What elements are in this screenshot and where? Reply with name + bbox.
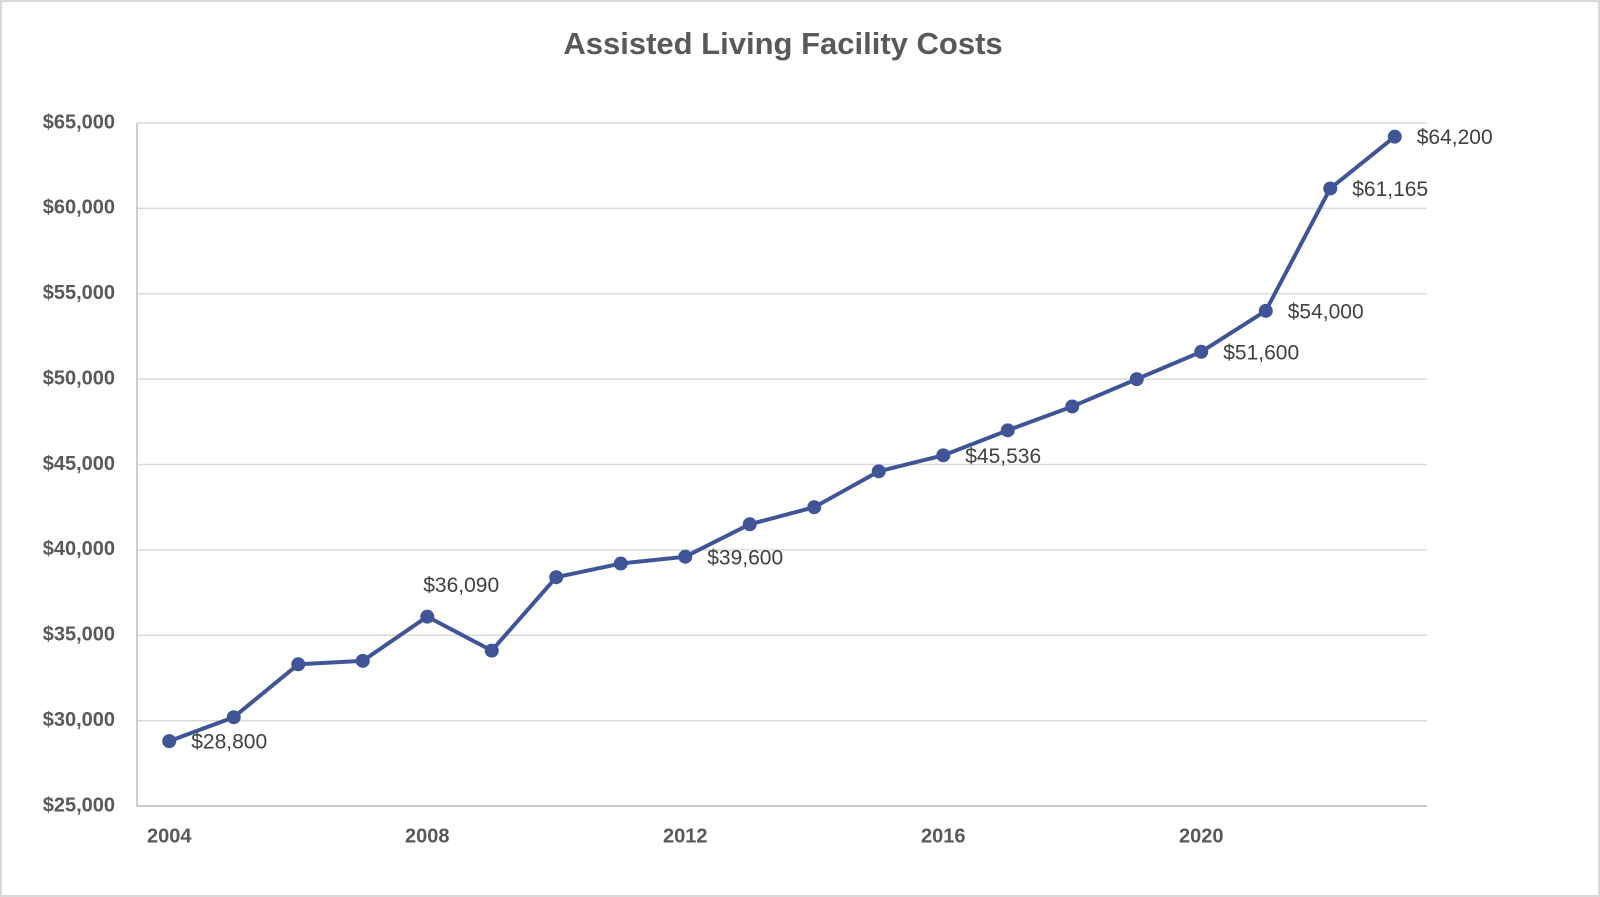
point — [1000, 423, 1015, 438]
data-label: $39,600 — [707, 546, 783, 569]
x-tick-label: 2004 — [147, 825, 192, 847]
point — [936, 448, 951, 463]
x-tick-label: 2008 — [405, 825, 450, 847]
x-tick-label: 2012 — [663, 825, 708, 847]
point — [355, 653, 370, 668]
data-label: $28,800 — [191, 731, 267, 754]
data-label: $51,600 — [1223, 341, 1299, 364]
y-tick-label: $65,000 — [43, 111, 115, 133]
point — [291, 657, 306, 672]
point — [678, 549, 693, 564]
point — [613, 556, 628, 571]
data-label: $36,090 — [423, 574, 499, 597]
point — [420, 609, 435, 624]
y-tick-label: $45,000 — [43, 453, 115, 475]
point — [807, 500, 822, 515]
point — [226, 710, 241, 725]
point — [1323, 181, 1338, 196]
y-tick-label: $30,000 — [43, 709, 115, 731]
y-tick-label: $25,000 — [43, 794, 115, 816]
series-line — [168, 135, 1397, 743]
y-tick-label: $40,000 — [43, 538, 115, 560]
point — [1387, 129, 1402, 144]
y-tick-label: $50,000 — [43, 367, 115, 389]
point — [1258, 303, 1273, 318]
point — [1065, 399, 1080, 414]
chart-title: Assisted Living Facility Costs — [563, 26, 1002, 61]
y-tick-label: $55,000 — [43, 282, 115, 304]
data-label: $45,536 — [965, 445, 1041, 468]
y-tick-label: $35,000 — [43, 624, 115, 646]
point — [1194, 344, 1209, 359]
x-tick-label: 2016 — [921, 825, 966, 847]
data-label: $61,165 — [1352, 178, 1428, 201]
point — [162, 734, 177, 749]
data-label: $54,000 — [1288, 300, 1364, 323]
point — [871, 464, 886, 479]
point — [1129, 372, 1144, 387]
point — [549, 570, 564, 585]
point — [742, 517, 757, 532]
x-tick-label: 2020 — [1179, 825, 1224, 847]
y-tick-label: $60,000 — [43, 197, 115, 219]
data-label: $64,200 — [1417, 126, 1493, 149]
point — [484, 643, 499, 658]
